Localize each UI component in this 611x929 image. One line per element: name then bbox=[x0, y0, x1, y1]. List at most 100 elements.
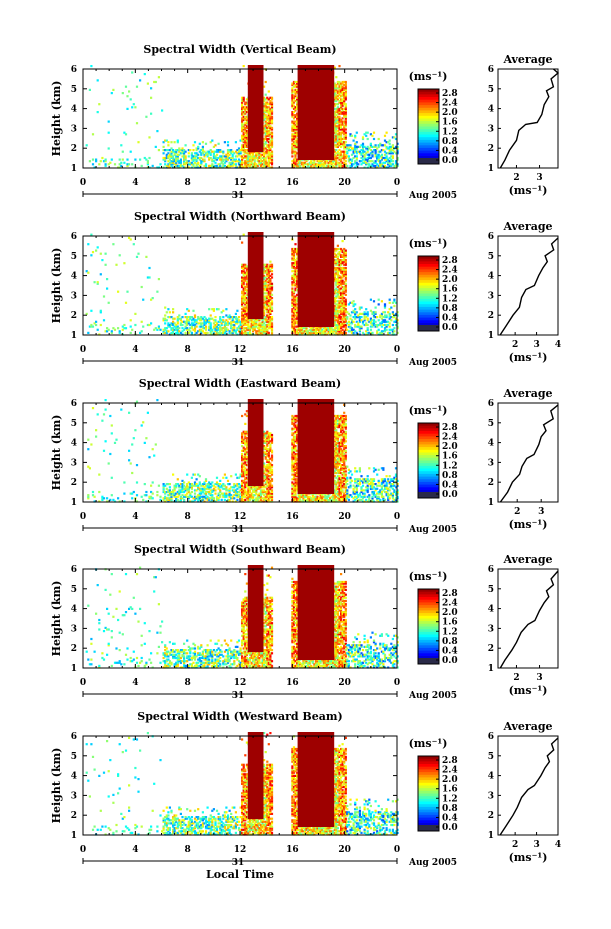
heatmap-cell bbox=[340, 133, 343, 136]
heatmap-cell bbox=[343, 92, 346, 95]
heatmap-cell bbox=[187, 316, 190, 319]
heatmap-cell bbox=[245, 265, 248, 268]
heatmap-cell bbox=[335, 136, 338, 139]
heatmap-cell bbox=[340, 88, 343, 91]
heatmap-cell bbox=[333, 82, 336, 85]
heatmap-cell bbox=[344, 80, 347, 84]
heatmap-cell bbox=[244, 137, 247, 141]
heatmap-cell bbox=[388, 145, 391, 148]
heatmap-cell bbox=[371, 164, 374, 167]
heatmap-cell bbox=[121, 150, 124, 153]
heatmap-cell bbox=[374, 153, 377, 156]
heatmap-cell bbox=[270, 112, 274, 115]
heatmap-cell bbox=[244, 107, 247, 110]
heatmap-cell bbox=[344, 84, 347, 87]
heatmap-cell bbox=[270, 118, 274, 122]
heatmap-cell bbox=[296, 101, 299, 104]
heatmap-cell bbox=[263, 152, 266, 155]
heatmap-cell bbox=[347, 147, 350, 150]
heatmap-cell bbox=[226, 150, 230, 153]
heatmap-cell bbox=[294, 93, 297, 96]
heatmap-cell bbox=[296, 164, 299, 167]
heatmap-cell bbox=[118, 254, 121, 257]
heatmap-cell bbox=[372, 164, 376, 167]
heatmap-cell bbox=[115, 263, 118, 266]
heatmap-cell bbox=[266, 128, 269, 131]
heatmap-cell bbox=[167, 330, 170, 333]
heatmap-cell bbox=[228, 163, 231, 166]
heatmap-cell bbox=[91, 158, 95, 161]
heatmap-cell bbox=[241, 106, 244, 109]
heatmap-cell bbox=[350, 134, 354, 137]
heatmap-cell bbox=[228, 150, 231, 153]
heatmap-cell bbox=[270, 270, 274, 273]
heatmap-cell bbox=[255, 163, 258, 166]
heatmap-cell bbox=[241, 134, 244, 137]
heatmap-cell bbox=[107, 147, 110, 150]
heatmap-cell bbox=[134, 323, 137, 327]
heatmap-cell bbox=[237, 160, 241, 163]
heatmap-cell bbox=[336, 145, 339, 148]
heatmap-cell bbox=[85, 144, 88, 147]
heatmap-cell bbox=[179, 161, 182, 164]
heatmap-cell bbox=[299, 161, 302, 164]
heatmap-cell bbox=[355, 131, 358, 134]
heatmap-cell bbox=[338, 126, 341, 129]
heatmap-cell bbox=[333, 128, 336, 131]
heatmap-cell bbox=[264, 109, 267, 112]
heatmap-cell bbox=[333, 126, 336, 129]
heatmap-cell bbox=[96, 79, 99, 82]
heatmap-cell bbox=[269, 147, 272, 150]
heatmap-cell bbox=[343, 126, 346, 129]
heatmap-cell bbox=[333, 141, 336, 144]
heatmap-cell bbox=[245, 149, 248, 152]
heatmap-cell bbox=[175, 160, 178, 163]
heatmap-cell bbox=[340, 126, 343, 129]
heatmap-cell bbox=[256, 153, 259, 156]
heatmap-cell bbox=[371, 163, 374, 166]
heatmap-cell bbox=[228, 153, 231, 156]
heatmap-cell bbox=[387, 161, 390, 164]
heatmap-cell bbox=[222, 150, 225, 153]
heatmap-cell bbox=[241, 122, 244, 125]
heatmap-cell bbox=[343, 88, 346, 91]
heatmap-cell bbox=[248, 153, 252, 156]
heatmap-cell bbox=[343, 144, 346, 147]
heatmap-cell bbox=[296, 98, 299, 101]
heatmap-cell bbox=[379, 150, 382, 153]
heatmap-cell bbox=[187, 320, 190, 323]
heatmap-cell bbox=[175, 325, 178, 328]
heatmap-cell bbox=[396, 152, 399, 155]
heatmap-cell bbox=[170, 155, 173, 158]
heatmap-cell bbox=[195, 149, 198, 152]
heatmap-cell bbox=[198, 142, 201, 145]
heatmap-cell bbox=[233, 163, 236, 166]
heatmap-cell bbox=[181, 316, 184, 319]
heatmap-cell bbox=[383, 156, 387, 160]
heatmap-cell bbox=[90, 323, 93, 327]
heatmap-cell bbox=[209, 152, 212, 155]
heatmap-cell bbox=[247, 153, 250, 156]
heatmap-cell bbox=[369, 160, 372, 163]
heatmap-cell bbox=[371, 160, 374, 163]
heatmap-cell bbox=[242, 144, 245, 147]
heatmap-cell bbox=[294, 88, 297, 91]
heatmap-cell bbox=[190, 331, 193, 334]
heatmap-cell bbox=[333, 99, 336, 103]
heatmap-cell bbox=[206, 153, 209, 156]
heatmap-cell bbox=[162, 152, 165, 155]
heatmap-cell bbox=[198, 150, 201, 153]
heatmap-cell bbox=[187, 149, 190, 152]
heatmap-cell bbox=[294, 125, 297, 128]
heatmap-cell bbox=[344, 120, 347, 123]
colorbar-segment bbox=[418, 145, 439, 149]
heatmap-cell bbox=[333, 104, 336, 107]
heatmap-cell bbox=[241, 164, 244, 167]
heatmap-cell bbox=[269, 117, 272, 120]
heatmap-cell bbox=[391, 144, 394, 147]
heatmap-cell bbox=[263, 109, 266, 112]
heatmap-cell bbox=[252, 155, 255, 158]
heatmap-cell bbox=[374, 144, 377, 147]
heatmap-cell bbox=[178, 330, 181, 333]
heatmap-cell bbox=[343, 120, 346, 123]
